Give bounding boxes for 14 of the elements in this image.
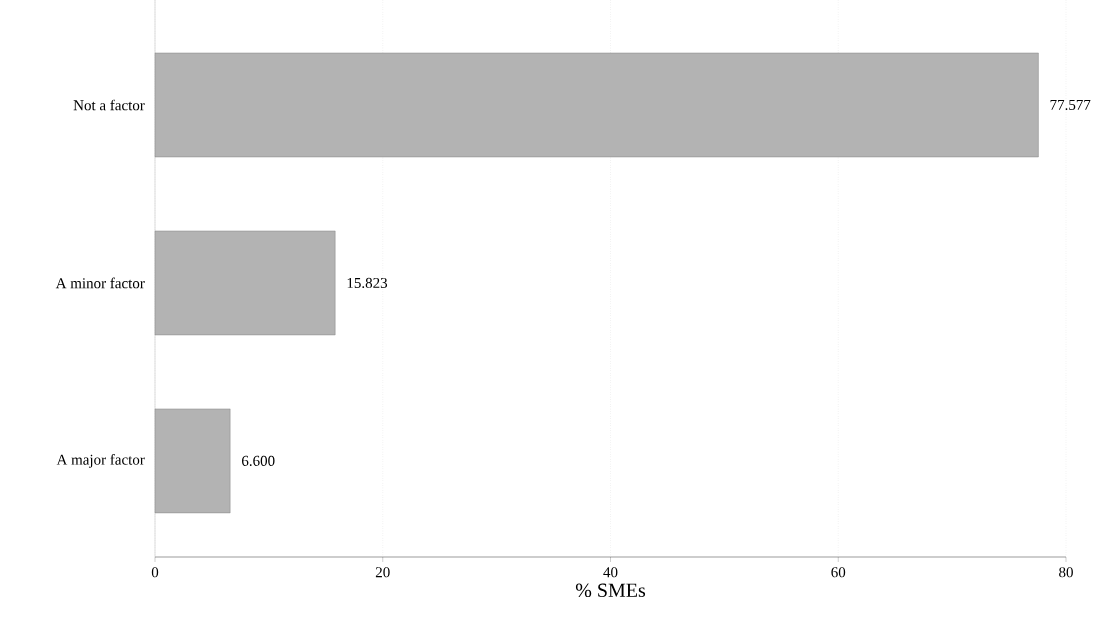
x-tick-label: 20	[375, 567, 390, 578]
bar	[154, 230, 336, 336]
x-tick-label: 60	[831, 567, 846, 578]
data-label: 6.600	[242, 455, 275, 467]
x-tick-label: 0	[151, 567, 159, 578]
bar	[154, 408, 231, 514]
data-label: 77.577	[1050, 99, 1091, 111]
y-tick-label: A major factor	[56, 454, 145, 468]
x-tick-label: 40	[603, 567, 618, 578]
x-tick-label: 80	[1059, 567, 1073, 578]
y-tick-label: A minor factor	[55, 277, 145, 289]
data-label: 15.823	[347, 277, 388, 289]
x-axis-title: % SMEs	[575, 583, 646, 598]
y-tick-label: Not a factor	[73, 99, 145, 111]
